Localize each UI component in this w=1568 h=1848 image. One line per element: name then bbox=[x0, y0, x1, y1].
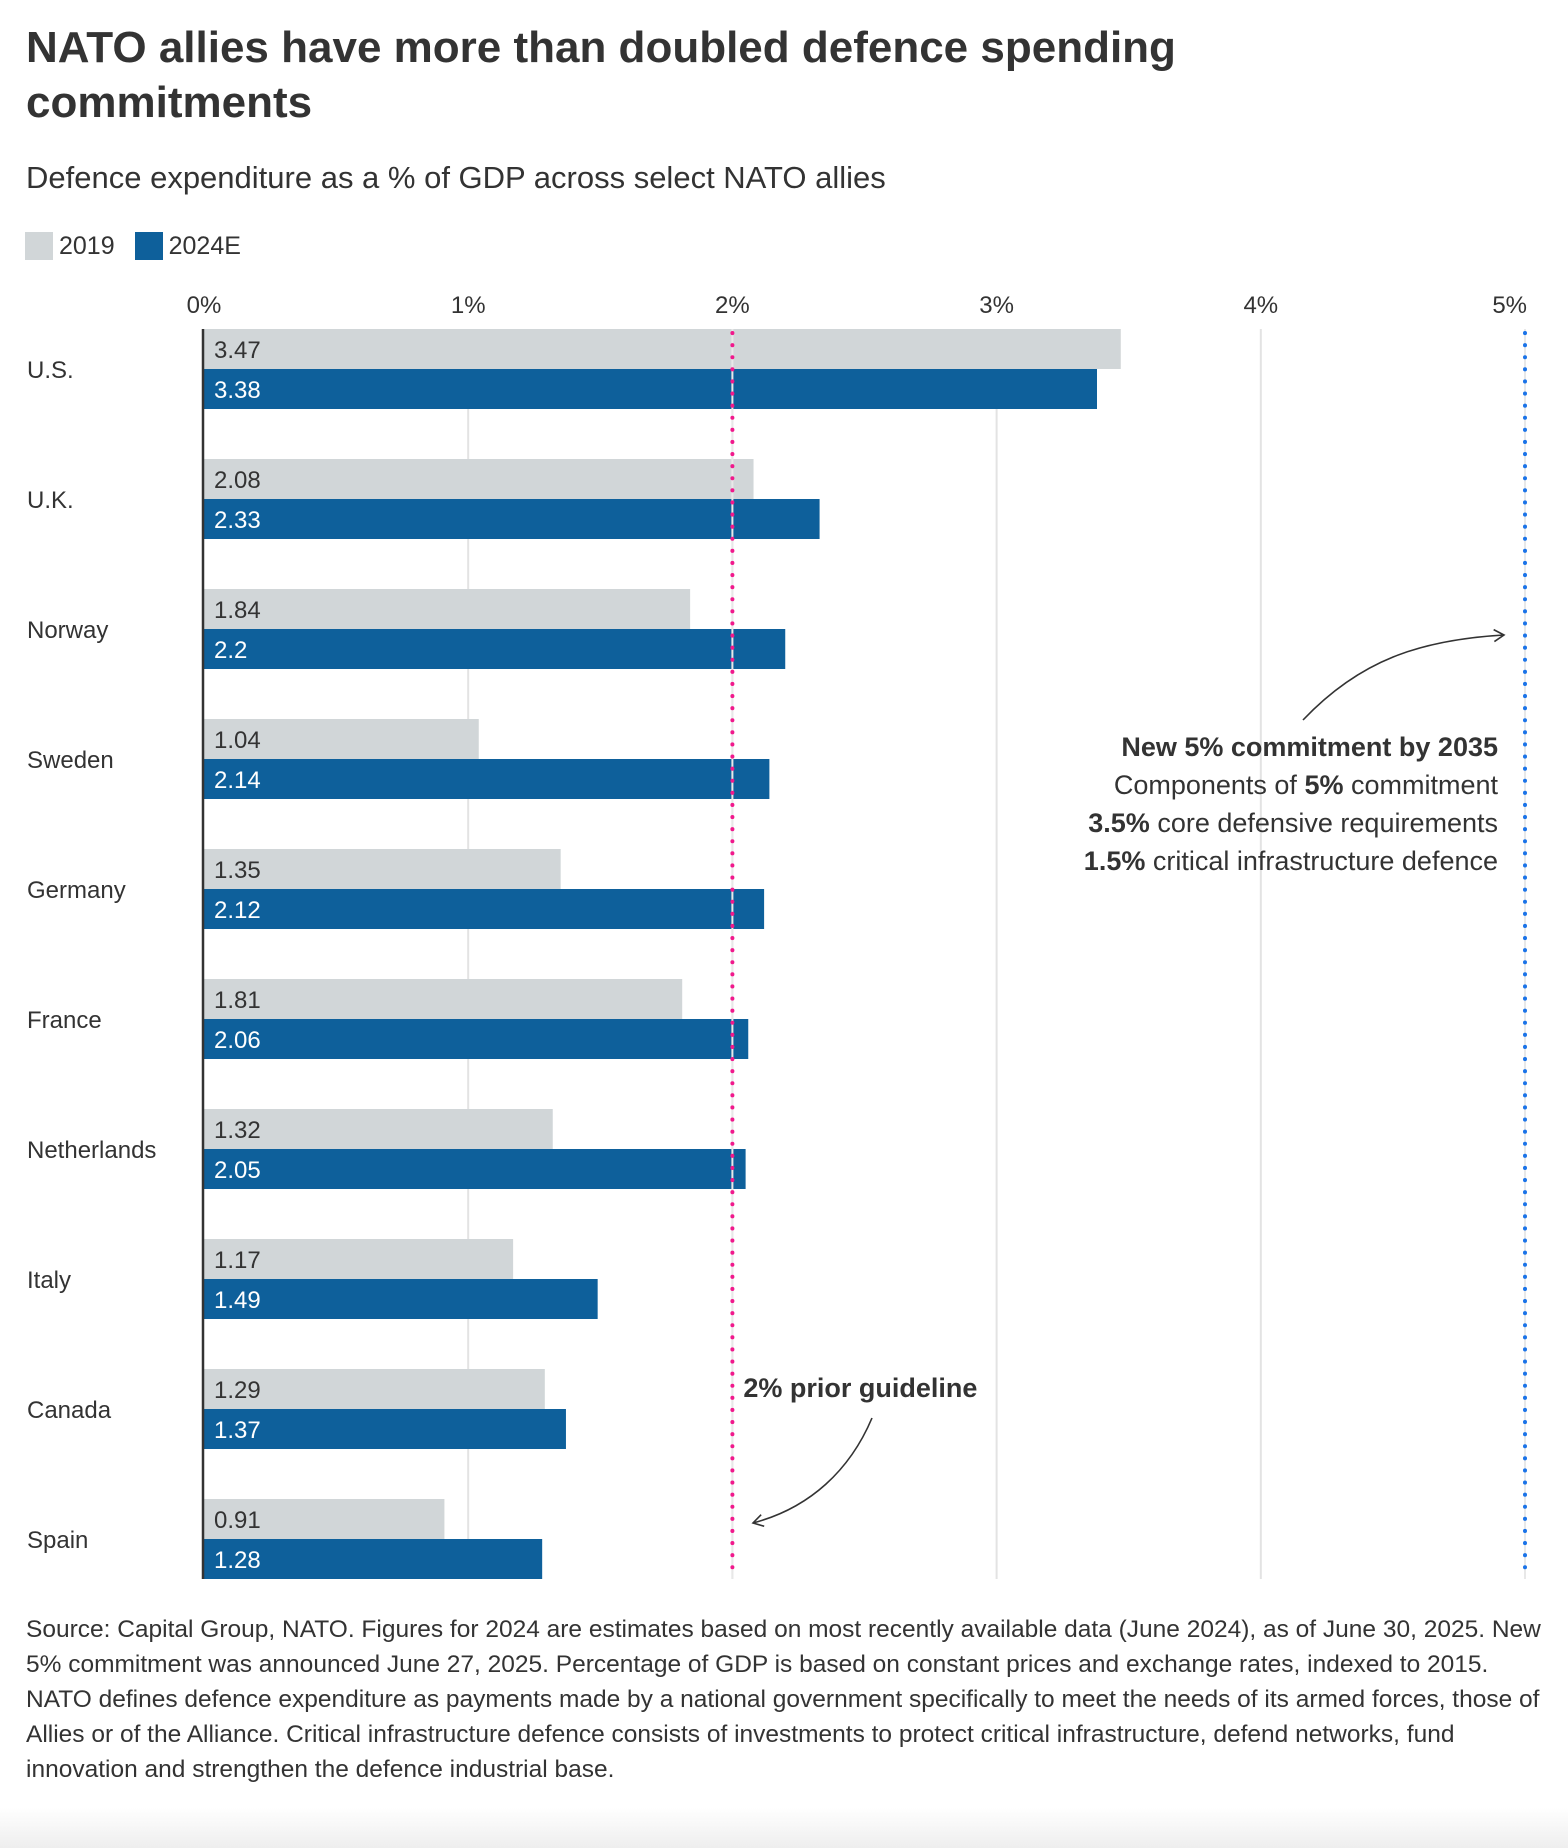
category-label: U.K. bbox=[27, 487, 74, 514]
bar-2024e bbox=[204, 1149, 746, 1189]
prior-guideline-arrow bbox=[751, 1417, 873, 1528]
legend-label-2024e: 2024E bbox=[168, 232, 241, 260]
new-commitment-annotation-line: New 5% commitment by 2035 bbox=[1121, 732, 1498, 762]
bar-value-label: 1.04 bbox=[214, 727, 261, 754]
bar-2024e bbox=[204, 1409, 566, 1449]
bar-value-label: 1.49 bbox=[214, 1287, 261, 1314]
bar-2024e bbox=[204, 759, 770, 799]
category-label: U.S. bbox=[27, 357, 74, 384]
source-note: Source: Capital Group, NATO. Figures for… bbox=[26, 1616, 1541, 1783]
annotation-span: critical infrastructure defence bbox=[1145, 846, 1498, 876]
bar-2019 bbox=[204, 979, 683, 1019]
annotation-span: New 5% commitment by 2035 bbox=[1121, 732, 1498, 762]
category-label: Spain bbox=[27, 1527, 88, 1554]
chart-title: NATO allies have more than doubled defen… bbox=[26, 23, 1176, 127]
bar-chart: 3.47 3.38 2.08 2.33 1.84 2.2 1.04 2.14 1.35 2.12 1… bbox=[27, 292, 1527, 1581]
bar-2024e bbox=[204, 369, 1097, 409]
category-label: Norway bbox=[27, 617, 108, 644]
bar-2024e bbox=[204, 629, 786, 669]
category-label: Germany bbox=[27, 877, 126, 904]
annotation-span: 2% prior guideline bbox=[743, 1373, 977, 1403]
bar-2019 bbox=[204, 1369, 545, 1409]
legend-item-2019: 2019 bbox=[25, 230, 115, 262]
bar-value-label: 2.14 bbox=[214, 767, 261, 794]
bar-value-label: 3.38 bbox=[214, 377, 261, 404]
bar-2019 bbox=[204, 459, 754, 499]
x-tick-label: 3% bbox=[979, 292, 1014, 319]
x-tick-label: 4% bbox=[1243, 292, 1278, 319]
annotations: 2% prior guideline New 5% commitment by 2… bbox=[743, 628, 1506, 1528]
annotation-span: core defensive requirements bbox=[1150, 808, 1498, 838]
bar-value-label: 2.08 bbox=[214, 467, 261, 494]
bar-2019 bbox=[204, 849, 561, 889]
legend-swatch-2024e bbox=[134, 232, 163, 260]
bar-value-label: 2.33 bbox=[214, 507, 261, 534]
bar-value-label: 2.05 bbox=[214, 1157, 261, 1184]
category-label: Sweden bbox=[27, 747, 114, 774]
bar-2024e bbox=[204, 1279, 598, 1319]
x-tick-label: 5% bbox=[1492, 292, 1527, 319]
chart-subtitle: Defence expenditure as a % of GDP across… bbox=[26, 160, 886, 195]
bar-2024e bbox=[204, 1019, 749, 1059]
bar-value-label: 2.2 bbox=[214, 637, 247, 664]
new-commitment-annotation-line: 3.5% core defensive requirements bbox=[1088, 808, 1498, 838]
bars: 3.47 3.38 2.08 2.33 1.84 2.2 1.04 2.14 1.35 2.12 1… bbox=[204, 329, 1121, 1579]
bar-value-label: 1.32 bbox=[214, 1117, 261, 1144]
bar-value-label: 1.81 bbox=[214, 987, 261, 1014]
bar-2024e bbox=[204, 499, 820, 539]
reference-lines bbox=[730, 329, 1527, 1581]
legend-swatch-2019 bbox=[25, 232, 53, 260]
new-commitment-arrow bbox=[1302, 628, 1506, 721]
x-tick-label: 2% bbox=[715, 292, 750, 319]
bar-value-label: 0.91 bbox=[214, 1507, 261, 1534]
bar-value-label: 2.12 bbox=[214, 897, 261, 924]
annotation-span: 3.5% bbox=[1088, 808, 1150, 838]
bottom-fade bbox=[0, 1808, 1568, 1848]
axes: 0% 1% 2% 3% 4% 5% U.S. U.K. Norway Sweden Germany F… bbox=[27, 292, 1527, 1579]
legend: 2019 2024E bbox=[25, 230, 261, 262]
bar-value-label: 1.29 bbox=[214, 1377, 261, 1404]
category-label: France bbox=[27, 1007, 102, 1034]
bar-value-label: 3.47 bbox=[214, 337, 261, 364]
bar-value-label: 1.84 bbox=[214, 597, 261, 624]
annotation-span: 5% bbox=[1304, 770, 1343, 800]
bar-2019 bbox=[204, 1109, 553, 1149]
legend-label-2019: 2019 bbox=[59, 232, 115, 260]
bar-value-label: 1.28 bbox=[214, 1547, 261, 1574]
bar-2019 bbox=[204, 719, 479, 759]
bar-2019 bbox=[204, 329, 1121, 369]
bar-value-label: 2.06 bbox=[214, 1027, 261, 1054]
bar-2019 bbox=[204, 589, 691, 629]
bar-2019 bbox=[204, 1499, 445, 1539]
bar-value-label: 1.35 bbox=[214, 857, 261, 884]
bar-2019 bbox=[204, 1239, 514, 1279]
category-label: Netherlands bbox=[27, 1137, 156, 1164]
annotation-span: 1.5% bbox=[1084, 846, 1146, 876]
new-commitment-annotation-line: Components of 5% commitment bbox=[1114, 770, 1499, 800]
annotation-span: Components of bbox=[1114, 770, 1305, 800]
x-tick-label: 1% bbox=[451, 292, 486, 319]
legend-item-2024e: 2024E bbox=[134, 230, 241, 262]
prior-guideline-annotation-line: 2% prior guideline bbox=[743, 1373, 977, 1403]
bar-2024e bbox=[204, 889, 765, 929]
annotation-span: commitment bbox=[1343, 770, 1498, 800]
new-commitment-annotation-line: 1.5% critical infrastructure defence bbox=[1084, 846, 1498, 876]
x-tick-label: 0% bbox=[187, 292, 222, 319]
category-label: Canada bbox=[27, 1397, 112, 1424]
bar-value-label: 1.37 bbox=[214, 1417, 261, 1444]
category-label: Italy bbox=[27, 1267, 71, 1294]
bar-2024e bbox=[204, 1539, 543, 1579]
bar-value-label: 1.17 bbox=[214, 1247, 261, 1274]
